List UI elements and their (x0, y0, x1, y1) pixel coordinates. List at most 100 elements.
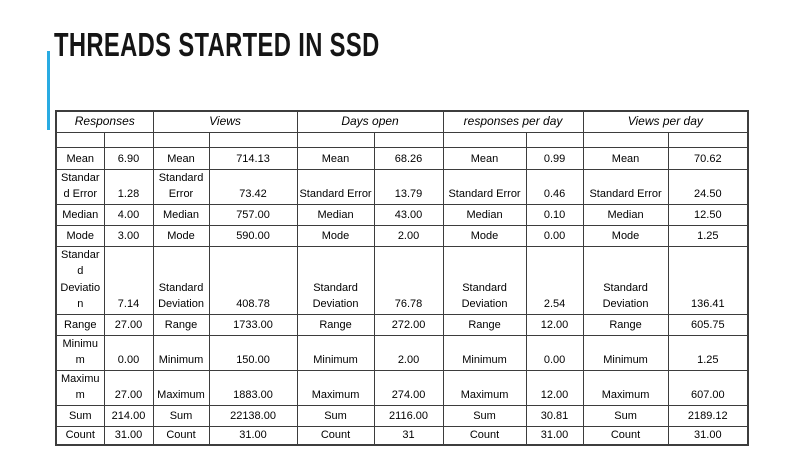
stat-value-cell: 31.00 (208, 425, 298, 446)
stat-label-cell: Mode (442, 224, 527, 247)
stat-label-cell: Median (152, 203, 210, 226)
stat-label-cell: Mode (582, 224, 669, 247)
stat-value-cell: 136.41 (667, 245, 749, 315)
stat-label-cell: Count (442, 425, 527, 446)
title-accent-bar (47, 51, 50, 130)
stat-label-cell: Range (55, 313, 105, 336)
stat-value-cell: 1.25 (667, 224, 749, 247)
stat-label-cell: Standard Deviation (296, 245, 375, 315)
spacer-cell (582, 131, 669, 148)
slide-title: THREADS STARTED IN SSD (54, 26, 380, 63)
stat-label-cell: Mode (152, 224, 210, 247)
stat-value-cell: 0.00 (103, 334, 154, 371)
stat-label-cell: Mean (582, 146, 669, 170)
spacer-cell (667, 131, 749, 148)
stat-value-cell: 0.46 (525, 168, 584, 205)
stat-label-cell: Maximum (442, 369, 527, 406)
stat-label-cell: Range (582, 313, 669, 336)
stat-label-cell: Maximum (296, 369, 375, 406)
stat-label-cell: Median (296, 203, 375, 226)
stat-label-cell: Sum (582, 404, 669, 427)
spacer-cell (103, 131, 154, 148)
stat-value-cell: 0.99 (525, 146, 584, 170)
stat-label-cell: Median (442, 203, 527, 226)
stat-value-cell: 757.00 (208, 203, 298, 226)
stat-value-cell: 31.00 (525, 425, 584, 446)
stat-value-cell: 27.00 (103, 369, 154, 406)
stat-value-cell: 12.50 (667, 203, 749, 226)
group-header-cell: Responses (55, 110, 154, 133)
stat-value-cell: 0.00 (525, 224, 584, 247)
stat-label-cell: Count (296, 425, 375, 446)
stat-value-cell: 274.00 (373, 369, 444, 406)
stat-row: Standard Deviation 7.14 Standard Deviation… (55, 245, 749, 315)
stat-value-cell: 31 (373, 425, 444, 446)
stat-value-cell: 590.00 (208, 224, 298, 247)
stat-value-cell: 22138.00 (208, 404, 298, 427)
stat-value-cell: 73.42 (208, 168, 298, 205)
spacer-cell (525, 131, 584, 148)
stat-label-cell: Mean (442, 146, 527, 170)
stat-label-cell: Minimum (55, 334, 105, 371)
stat-row: Minimum 0.00 Minimum 150.00 Minimum 2.00 Minim… (55, 334, 749, 371)
stat-label-cell: Median (582, 203, 669, 226)
stat-value-cell: 68.26 (373, 146, 444, 170)
spacer-row (55, 131, 749, 148)
stat-value-cell: 70.62 (667, 146, 749, 170)
stat-value-cell: 30.81 (525, 404, 584, 427)
stat-label-cell: Standard Error (582, 168, 669, 205)
stat-label-cell: Standard Deviation (152, 245, 210, 315)
stat-label-cell: Standard Error (442, 168, 527, 205)
stat-value-cell: 1883.00 (208, 369, 298, 406)
stat-label-cell: Count (582, 425, 669, 446)
stat-value-cell: 607.00 (667, 369, 749, 406)
stat-label-cell: Range (442, 313, 527, 336)
stat-value-cell: 31.00 (667, 425, 749, 446)
stat-row: Mean 6.90 Mean 714.13 Mean 68.26 Mean 0.99 Mean 7… (55, 146, 749, 170)
stat-value-cell: 0.00 (525, 334, 584, 371)
stat-label-cell: Standard Error (55, 168, 105, 205)
stat-value-cell: 43.00 (373, 203, 444, 226)
stat-label-cell: Standard Error (296, 168, 375, 205)
spacer-cell (296, 131, 375, 148)
stat-label-cell: Mode (55, 224, 105, 247)
stat-value-cell: 1.25 (667, 334, 749, 371)
stat-label-cell: Standard Error (152, 168, 210, 205)
stat-value-cell: 27.00 (103, 313, 154, 336)
stat-value-cell: 2116.00 (373, 404, 444, 427)
stat-value-cell: 12.00 (525, 369, 584, 406)
stat-label-cell: Mean (296, 146, 375, 170)
stat-label-cell: Count (152, 425, 210, 446)
stat-label-cell: Maximum (55, 369, 105, 406)
stat-row: Maximum 27.00 Maximum 1883.00 Maximum 274.00 M… (55, 369, 749, 406)
stat-label-cell: Mean (152, 146, 210, 170)
spacer-cell (55, 131, 105, 148)
stat-row: Standard Error 1.28 Standard Error 73.42 Sta… (55, 168, 749, 205)
stat-label-cell: Mode (296, 224, 375, 247)
stat-row: Count 31.00 Count 31.00 Count 31 Count 31.00 Cou… (55, 425, 749, 446)
stat-value-cell: 7.14 (103, 245, 154, 315)
spacer-cell (442, 131, 527, 148)
group-header-cell: responses per day (442, 110, 584, 133)
group-header-cell: Views per day (582, 110, 749, 133)
stat-value-cell: 2189.12 (667, 404, 749, 427)
stat-value-cell: 12.00 (525, 313, 584, 336)
stat-row: Range 27.00 Range 1733.00 Range 272.00 Range 12… (55, 313, 749, 336)
stat-label-cell: Minimum (296, 334, 375, 371)
stat-value-cell: 76.78 (373, 245, 444, 315)
group-header-cell: Days open (296, 110, 444, 133)
stat-value-cell: 150.00 (208, 334, 298, 371)
table-body: Responses Views Days open responses per day… (55, 110, 749, 446)
stat-value-cell: 214.00 (103, 404, 154, 427)
stat-row: Median 4.00 Median 757.00 Median 43.00 Median 0… (55, 203, 749, 226)
stat-value-cell: 605.75 (667, 313, 749, 336)
stat-value-cell: 13.79 (373, 168, 444, 205)
spacer-cell (208, 131, 298, 148)
stat-value-cell: 0.10 (525, 203, 584, 226)
group-header-row: Responses Views Days open responses per day… (55, 110, 749, 133)
stat-value-cell: 408.78 (208, 245, 298, 315)
stat-row: Mode 3.00 Mode 590.00 Mode 2.00 Mode 0.00 Mode 1.… (55, 224, 749, 247)
stat-label-cell: Standard Deviation (55, 245, 105, 315)
stat-label-cell: Minimum (152, 334, 210, 371)
